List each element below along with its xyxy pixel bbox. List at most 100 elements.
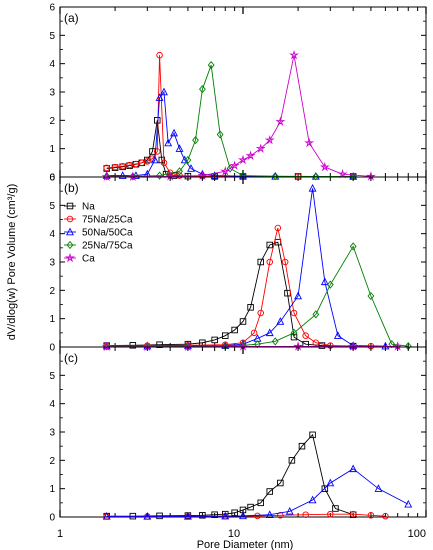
data-point	[254, 340, 261, 349]
series-75na-25ca	[103, 51, 357, 180]
data-point	[199, 85, 206, 94]
panel-c-frame	[59, 346, 427, 518]
data-point	[290, 309, 298, 317]
data-point	[101, 171, 112, 181]
data-point	[156, 512, 163, 520]
data-point	[126, 161, 133, 169]
y-tick-label: 1	[49, 144, 55, 155]
data-point	[231, 509, 238, 517]
data-point	[349, 510, 357, 518]
data-point	[266, 258, 273, 266]
data-point	[156, 171, 163, 180]
data-point	[176, 167, 183, 176]
data-point	[229, 160, 240, 170]
data-point	[231, 326, 238, 334]
data-point	[367, 512, 375, 519]
legend-label: Na	[82, 202, 95, 213]
data-point	[192, 136, 199, 145]
y-tick-label: 3	[49, 258, 55, 269]
y-tick-label: 2	[49, 286, 55, 297]
legend-item: 75Na/25Ca	[64, 215, 133, 226]
data-point	[247, 304, 254, 311]
data-point	[265, 328, 274, 337]
data-point	[302, 332, 309, 339]
y-tick-label: 0	[49, 343, 55, 354]
data-point	[183, 512, 192, 520]
panel-c: 0 1 2 3 4 5 (c)	[49, 346, 427, 524]
y-tick-label: 0	[49, 173, 55, 184]
panel-label: (a)	[64, 11, 79, 25]
data-point	[143, 512, 152, 520]
data-point	[154, 148, 161, 155]
data-point	[239, 511, 247, 520]
series-line	[106, 241, 354, 347]
data-point	[382, 512, 389, 520]
y-tick-label: 5	[49, 371, 55, 382]
data-point	[326, 478, 335, 487]
data-point	[337, 168, 348, 179]
panel-label: (b)	[64, 181, 79, 195]
series-line	[106, 227, 371, 347]
y-axis-label: dV/dlog(w) Pore Volume (cm³/g)	[6, 184, 18, 341]
panel-a: 0 1 2 3 4 5 6 (a)	[49, 3, 427, 184]
data-point	[207, 60, 215, 70]
data-point	[156, 341, 163, 348]
data-point	[101, 341, 112, 351]
legend-marker	[66, 240, 74, 250]
legend-item: 50Na/50Ca	[64, 228, 133, 239]
data-point	[160, 87, 168, 96]
data-point	[250, 329, 258, 337]
legend-label: 75Na/25Ca	[82, 215, 133, 226]
data-point	[216, 130, 224, 139]
y-tick-label: 6	[49, 173, 55, 184]
data-point	[127, 171, 138, 181]
data-point	[388, 340, 396, 349]
data-point	[349, 464, 358, 473]
data-point	[103, 164, 110, 172]
data-point	[288, 457, 296, 464]
data-point	[271, 172, 279, 181]
legend-label: 25Na/75Ca	[82, 241, 133, 252]
data-point	[275, 116, 286, 126]
data-point	[150, 155, 159, 164]
y-tick-label: 0	[49, 513, 55, 524]
data-point	[102, 512, 111, 520]
data-point	[257, 258, 264, 266]
data-point	[170, 128, 178, 137]
y-tick-label: 4	[49, 399, 55, 410]
data-point	[304, 137, 315, 148]
data-point	[308, 183, 317, 192]
data-point	[266, 241, 273, 249]
data-point	[318, 342, 326, 349]
data-point	[247, 503, 254, 511]
data-point	[176, 172, 183, 179]
legend-label: 50Na/50Ca	[82, 228, 133, 239]
series-25na-75ca	[103, 60, 357, 181]
data-point	[302, 511, 309, 518]
data-point	[238, 154, 248, 165]
series-na	[103, 431, 357, 520]
data-point	[180, 155, 189, 164]
data-point	[312, 310, 320, 319]
data-point	[312, 172, 320, 181]
y-tick-label: 5	[49, 31, 55, 42]
data-point	[220, 166, 231, 176]
data-point	[255, 143, 266, 153]
data-point	[245, 150, 256, 160]
data-point	[276, 317, 285, 325]
legend-marker	[65, 252, 75, 263]
legend-marker	[66, 202, 74, 210]
data-point	[118, 171, 127, 179]
data-point	[257, 499, 264, 507]
data-point	[211, 336, 218, 344]
data-point	[277, 479, 284, 487]
data-point	[187, 164, 195, 172]
series-na	[103, 238, 357, 350]
data-point	[119, 162, 126, 170]
data-point	[312, 339, 320, 347]
data-point	[367, 291, 375, 301]
data-point	[160, 159, 168, 167]
y-tick-label: 5	[49, 201, 55, 212]
data-point	[144, 158, 151, 165]
data-point	[132, 160, 140, 168]
